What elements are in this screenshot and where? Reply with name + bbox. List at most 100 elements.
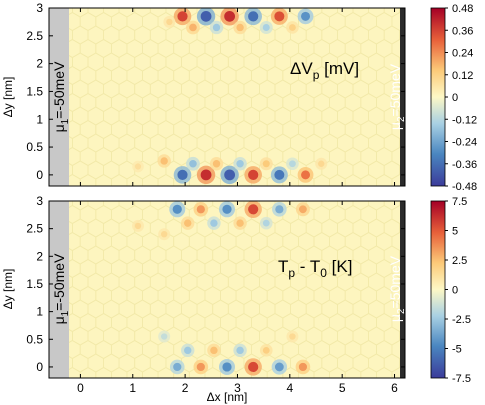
colorbar-tick-label: -7.5 [452, 373, 471, 385]
hotspot [160, 230, 168, 238]
x-tick-label: 0 [77, 381, 84, 395]
x-ticks: 0 1 2 3 4 5 6 [77, 201, 398, 395]
heatmap-background [49, 8, 405, 186]
plot-frame [48, 200, 406, 379]
left-lead-region [49, 8, 69, 186]
hotspot [224, 10, 236, 22]
hex-cell [79, 174, 97, 186]
hotspot [184, 219, 192, 227]
hotspot [200, 10, 212, 22]
hex-cell [391, 174, 405, 186]
x-tick-label: 1 [129, 381, 136, 395]
colorbar-tick-label: 2.5 [452, 255, 467, 267]
hotspot [301, 170, 311, 180]
hotspot [160, 157, 168, 165]
y-tick-label: 2.5 [26, 222, 43, 236]
hex-cell [408, 40, 424, 58]
right-lead-label: μ2=50meV [387, 63, 407, 130]
hotspot [248, 11, 259, 22]
hotspot [212, 23, 221, 32]
hex-cell [157, 367, 175, 378]
panel-temperature: Δy [nm] 0 0.5 1 1.5 2 2.5 3 0 1 2 3 4 5 6 Δx [nm] μ1… [1, 194, 471, 404]
hotspot [196, 205, 205, 214]
hex-cell [408, 13, 424, 31]
hex-cell [344, 367, 362, 378]
hotspot [289, 160, 296, 168]
colorbar-tick-label: 0.48 [452, 3, 473, 15]
y-tick-label: 1 [36, 112, 43, 126]
y-tick-label: 3 [36, 194, 43, 208]
hotspot [298, 362, 308, 372]
hotspot [166, 18, 173, 26]
hex-cell [408, 148, 424, 166]
hex-cell [142, 174, 159, 186]
hotspot [262, 219, 270, 227]
hotspot [236, 23, 244, 32]
y-axis-label: Δy [nm] [1, 77, 15, 118]
x-tick-label: 2 [182, 381, 189, 395]
y-tick-label: 0 [36, 168, 43, 182]
quantity-label: Tp - T0 [K] [278, 257, 352, 280]
y-tick-label: 0.5 [26, 332, 43, 346]
colorbar-ticks: 7.5 5 2.5 0 -2.5 -5 -7.5 [445, 196, 471, 385]
colorbar-tick-label: 0 [452, 285, 458, 297]
right-lead-region [400, 8, 405, 186]
x-axis-label: Δx [nm] [207, 390, 248, 404]
hex-cell [235, 367, 252, 378]
hex-cell [408, 233, 424, 251]
hotspot [210, 346, 218, 355]
left-lead-region [49, 201, 69, 378]
hex-cell [408, 260, 424, 278]
colorbar-tick-label: -0.36 [452, 159, 477, 171]
hotspot [262, 160, 270, 168]
colorbar-tick-label: -0.24 [452, 137, 477, 149]
hex-cell [408, 94, 424, 112]
y-tick-label: 2.5 [26, 29, 43, 43]
hex-cell [313, 367, 330, 378]
colorbar-tick-label: 0.36 [452, 25, 473, 37]
colorbar-ticks: 0.48 0.36 0.24 0.12 0 -0.12 -0.24 -0.36 -0.48 [445, 3, 477, 193]
hex-cell [157, 174, 175, 186]
y-ticks: 0 0.5 1 1.5 2 2.5 3 [26, 1, 405, 186]
hotspot [248, 169, 259, 180]
hotspot [289, 333, 296, 340]
hex-cell [204, 367, 221, 378]
hotspot [262, 346, 270, 354]
hex-cell [408, 67, 424, 85]
left-lead-label: μ1=-50meV [51, 61, 71, 132]
hex-cell [344, 174, 362, 186]
colorbar-tick-label: -5 [452, 344, 462, 356]
hex-cell [282, 367, 299, 378]
hotspot [177, 169, 188, 180]
hotspot [236, 346, 244, 355]
hotspot [262, 23, 270, 31]
hex-cell [391, 367, 405, 378]
hex-cell [408, 287, 424, 305]
hotspot [189, 159, 197, 168]
hex-cell [95, 174, 112, 186]
hex-cell [360, 174, 377, 186]
hex-cell [408, 341, 424, 359]
hex-cell [126, 174, 143, 186]
hotspot [248, 361, 259, 373]
colorbar [430, 200, 446, 379]
hex-cell [376, 174, 393, 186]
hex-cell [126, 367, 143, 378]
hotspot [222, 204, 232, 214]
hotspots [132, 8, 328, 185]
hex-cell [111, 174, 128, 186]
colorbar-tick-label: -0.12 [452, 114, 477, 126]
hotspot [236, 160, 244, 168]
hotspot [248, 204, 259, 215]
hex-cell [408, 314, 424, 332]
y-tick-label: 2 [36, 57, 43, 71]
y-tick-label: 3 [36, 1, 43, 15]
hotspot [210, 219, 218, 227]
hex-cell [376, 367, 393, 378]
hotspot [289, 24, 296, 31]
hotspot [275, 205, 284, 214]
x-tick-label: 3 [234, 381, 241, 395]
hex-cell [235, 174, 252, 186]
hex-cell [329, 367, 346, 378]
